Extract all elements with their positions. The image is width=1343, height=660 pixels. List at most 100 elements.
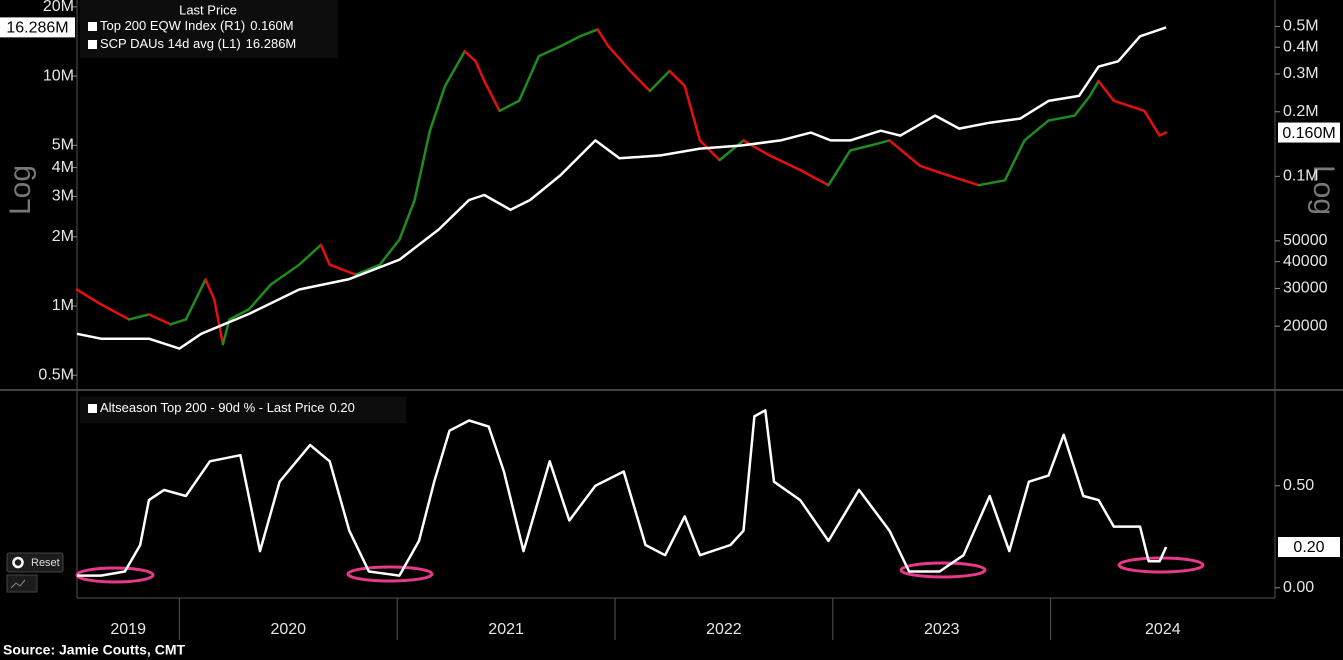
series-segment (428, 84, 447, 133)
last-price-label: 0.20 (1293, 539, 1324, 556)
series-segment (128, 313, 151, 321)
chart-type-icon[interactable] (10, 579, 26, 589)
series-segment (849, 144, 872, 152)
y-tick-label: 50000 (1283, 232, 1328, 249)
series-segment (596, 28, 610, 48)
y-tick-label: 10M (43, 67, 74, 84)
series-segment (1047, 114, 1076, 122)
series-segment (147, 313, 172, 326)
chart-type-button[interactable] (6, 574, 38, 593)
series-segment (247, 283, 273, 311)
legend-swatch (88, 22, 97, 31)
series-segment (888, 139, 922, 168)
series-segment (517, 55, 541, 103)
series-segment (1088, 79, 1100, 98)
legend-entry: Top 200 EQW Index (R1) 0.160M (100, 18, 294, 33)
y-tick-label: 2M (52, 228, 74, 245)
last-price-label: 16.286M (6, 20, 68, 37)
y-tick-label: 0.3M (1283, 65, 1319, 82)
series-segment (798, 168, 830, 187)
series-segment (648, 69, 671, 93)
series-segment (398, 198, 416, 242)
series-segment (498, 99, 521, 113)
series-segment (474, 60, 486, 83)
series-segment (742, 139, 771, 157)
series-segment (683, 84, 702, 142)
x-tick-label: 2019 (110, 621, 146, 638)
series-segment (204, 278, 216, 301)
y-tick-label: 3M (52, 188, 74, 205)
series-segment (1073, 94, 1092, 117)
series-segment (75, 288, 103, 306)
y-tick-label: 20M (43, 0, 74, 15)
y-tick-label: 0.50 (1283, 477, 1314, 494)
series-line (77, 409, 1168, 577)
legend-name: Altseason Top 200 - 90d % - Last Price (100, 400, 325, 415)
series-segment (718, 139, 745, 162)
series-segment (1023, 119, 1050, 142)
series-segment (698, 139, 721, 162)
y-tick-label: 0.5M (38, 366, 74, 383)
legend-last-price: 16.286M (246, 36, 297, 51)
reset-label[interactable]: Reset (31, 557, 60, 569)
legend-name: Top 200 EQW Index (R1) (100, 18, 245, 33)
series-segment (1003, 139, 1026, 182)
source-note: Source: Jamie Coutts, CMT (3, 642, 185, 658)
legend-last-price: 0.160M (250, 18, 293, 33)
series-segment (184, 278, 207, 321)
series-segment (668, 69, 686, 88)
series-segment (319, 243, 331, 266)
series-segment (483, 79, 501, 113)
series-segment (1097, 79, 1116, 103)
series-segment (354, 263, 382, 276)
series-segment (1143, 109, 1161, 137)
series-segment (977, 179, 1007, 187)
x-tick-label: 2021 (488, 621, 524, 638)
y-tick-label: 30000 (1283, 280, 1328, 297)
y-tick-label: 4M (52, 159, 74, 176)
series-segment (463, 50, 477, 63)
legend-name: SCP DAUs 14d avg (L1) (100, 36, 241, 51)
series-segment (269, 263, 301, 286)
y-tick-label: 0.00 (1283, 579, 1314, 596)
x-tick-label: 2020 (270, 621, 306, 638)
last-price-tag (0, 17, 75, 38)
legend-swatch (88, 404, 97, 413)
legend-entry: SCP DAUs 14d avg (L1) 16.286M (100, 36, 296, 51)
series-segment (559, 34, 582, 48)
series-segment (378, 238, 401, 266)
highlight-ellipse (899, 561, 987, 579)
last-price-tag (1278, 537, 1340, 557)
reset-icon[interactable] (12, 556, 24, 569)
y-tick-label: 20000 (1283, 317, 1328, 334)
series-line (76, 26, 1167, 350)
series-segment (578, 28, 599, 38)
highlight-ellipse (346, 565, 434, 583)
legend-title: Last Price (179, 2, 237, 17)
x-tick-label: 2024 (1145, 621, 1181, 638)
series-segment (918, 164, 950, 177)
reset-button[interactable]: Reset (6, 552, 64, 573)
legend-entry: Altseason Top 200 - 90d % - Last Price 0.… (100, 400, 355, 415)
legend-box (80, 397, 406, 423)
series-segment (827, 149, 852, 187)
y-axis-label: Log (4, 165, 37, 215)
series-segment (297, 243, 323, 266)
legend-last-price: 0.20 (330, 400, 355, 415)
legend-swatch (88, 40, 97, 49)
last-price-label: 0.160M (1282, 125, 1335, 142)
y-tick-label: 0.1M (1283, 168, 1319, 185)
y-tick-label: 40000 (1283, 253, 1328, 270)
series-segment (607, 45, 632, 73)
x-tick-label: 2023 (924, 621, 960, 638)
series-segment (99, 303, 131, 321)
series-segment (169, 318, 188, 326)
series-segment (1112, 99, 1146, 113)
y-tick-label: 0.4M (1283, 38, 1319, 55)
series-segment (537, 45, 562, 58)
series-segment (947, 174, 981, 187)
y-tick-label: 0.5M (1283, 18, 1319, 35)
series-segment (443, 50, 466, 88)
